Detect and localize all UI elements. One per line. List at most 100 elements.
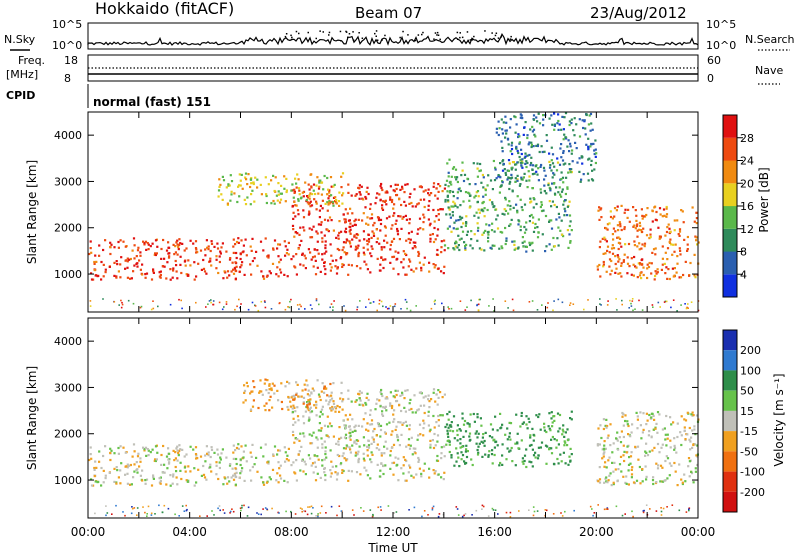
data-point xyxy=(311,462,315,465)
data-point xyxy=(329,469,332,472)
data-point xyxy=(536,457,540,460)
data-point xyxy=(504,129,507,132)
ground-scatter-point xyxy=(133,507,136,509)
data-point xyxy=(475,430,478,433)
data-point xyxy=(629,435,632,438)
data-point xyxy=(640,258,643,262)
data-point xyxy=(407,265,410,268)
data-point xyxy=(630,431,633,434)
data-point xyxy=(477,195,480,198)
data-point xyxy=(524,155,527,158)
data-point xyxy=(144,482,147,485)
data-point xyxy=(516,432,519,435)
nsearch-point xyxy=(376,39,379,41)
data-point xyxy=(386,447,389,450)
data-point xyxy=(207,454,210,457)
data-point xyxy=(355,265,359,268)
data-point xyxy=(468,199,471,202)
data-point xyxy=(665,455,668,458)
data-point xyxy=(686,249,689,252)
nsearch-point xyxy=(284,35,287,38)
data-point xyxy=(688,475,691,478)
nsearch-point xyxy=(298,32,300,35)
ground-scatter-point xyxy=(270,308,273,310)
ground-scatter-point xyxy=(441,302,443,305)
data-point xyxy=(266,255,269,258)
data-point xyxy=(482,441,485,444)
ground-scatter-point xyxy=(531,300,534,302)
data-point xyxy=(162,238,165,242)
data-point xyxy=(656,467,660,470)
data-point xyxy=(115,260,118,263)
data-point xyxy=(317,252,320,255)
data-point xyxy=(645,451,648,454)
data-point xyxy=(396,227,399,231)
data-point xyxy=(283,446,286,449)
data-point xyxy=(678,276,681,279)
data-point xyxy=(611,217,614,220)
data-point xyxy=(626,445,629,448)
data-point xyxy=(487,454,490,457)
data-point xyxy=(128,464,131,467)
ground-scatter-point xyxy=(120,299,122,302)
data-point xyxy=(533,198,536,201)
data-point xyxy=(287,395,290,399)
data-point xyxy=(363,444,366,447)
data-point xyxy=(303,460,306,463)
ground-scatter-point xyxy=(632,515,634,518)
data-point xyxy=(414,452,417,455)
data-point xyxy=(253,463,256,466)
ground-scatter-point xyxy=(307,506,309,508)
data-point xyxy=(192,448,195,451)
data-point xyxy=(553,128,556,131)
data-point xyxy=(521,117,524,120)
data-point xyxy=(370,255,373,258)
data-point xyxy=(464,224,467,227)
data-point xyxy=(358,191,361,194)
data-point xyxy=(494,208,497,211)
data-point xyxy=(410,407,413,411)
data-point xyxy=(449,216,452,219)
data-point xyxy=(693,253,696,256)
data-point xyxy=(551,200,554,203)
data-point xyxy=(606,228,609,231)
data-point xyxy=(343,218,346,221)
nsearch-point xyxy=(467,39,469,42)
data-point xyxy=(448,213,451,216)
data-point xyxy=(104,477,107,480)
data-point xyxy=(537,167,540,170)
data-point xyxy=(410,268,413,271)
data-point xyxy=(264,237,267,240)
data-point xyxy=(315,200,318,203)
data-point xyxy=(378,193,381,196)
data-point xyxy=(542,118,545,121)
data-point xyxy=(597,209,600,212)
data-point xyxy=(209,455,212,459)
data-point xyxy=(152,270,155,273)
nsearch-point xyxy=(491,32,493,34)
data-point xyxy=(671,253,674,256)
data-point xyxy=(543,184,546,187)
data-point xyxy=(611,233,614,236)
data-point xyxy=(590,178,594,181)
data-point xyxy=(278,243,282,246)
data-point xyxy=(362,212,365,215)
ground-scatter-point xyxy=(431,508,434,511)
data-point xyxy=(513,248,516,251)
data-point xyxy=(291,183,294,186)
data-point xyxy=(320,427,323,430)
data-point xyxy=(380,452,383,455)
data-point xyxy=(342,192,345,195)
data-point xyxy=(677,233,680,236)
data-point xyxy=(326,415,329,418)
data-point xyxy=(202,258,205,262)
data-point xyxy=(404,214,407,217)
data-point xyxy=(557,443,560,446)
data-point xyxy=(243,389,247,392)
data-point xyxy=(669,446,672,449)
data-point xyxy=(221,448,224,451)
data-point xyxy=(215,461,218,464)
data-point xyxy=(501,443,504,446)
data-point xyxy=(464,248,467,251)
ground-scatter-point xyxy=(338,505,341,507)
